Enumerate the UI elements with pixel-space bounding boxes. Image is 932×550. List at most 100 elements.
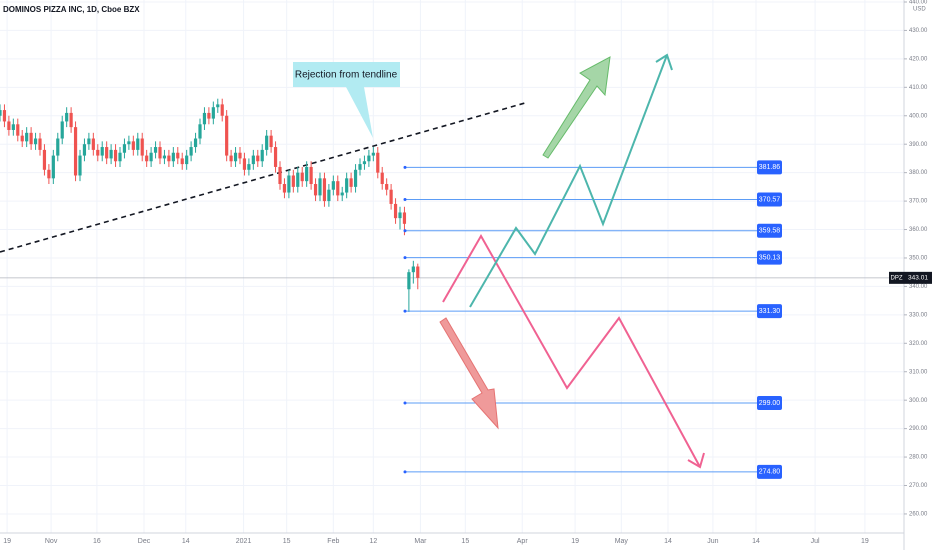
candle-body [367, 155, 371, 162]
candle-body [287, 175, 291, 193]
level-label-box [757, 304, 782, 319]
x-tick-label: 15 [283, 538, 291, 545]
x-tick-label: 19 [571, 538, 579, 545]
candle-body [380, 172, 384, 185]
candle-body [291, 175, 295, 187]
level-anchor [403, 309, 407, 313]
candle-body [318, 178, 322, 196]
y-tick-label: 330.00 [909, 312, 928, 318]
candle-body [336, 181, 340, 196]
candle-body [127, 141, 131, 145]
x-tick-label: Jun [707, 538, 718, 545]
bear-arrow [439, 317, 499, 430]
candle-body [69, 112, 73, 128]
candle-body [60, 121, 64, 139]
levels: 381.86 370.57 359.58 350.13 331.30 299.00 274.… [403, 160, 782, 479]
x-tick-label: 19 [3, 538, 11, 545]
x-tick-label: 14 [752, 538, 760, 545]
candle-body [376, 152, 380, 173]
last-price-box [904, 271, 932, 284]
candle-body [158, 147, 162, 159]
x-tick-label: Jul [811, 538, 820, 545]
candle-body [233, 152, 238, 162]
candle-body [256, 155, 260, 162]
candle-body [0, 110, 2, 116]
candle-body [220, 104, 224, 116]
y-tick-label: 400.00 [909, 113, 928, 119]
candle-body [180, 158, 184, 165]
candle-body [247, 164, 251, 170]
y-tick-label: 350.00 [909, 256, 928, 262]
x-tick-label: Apr [517, 538, 529, 545]
y-tick-label: 430.00 [909, 28, 928, 34]
candle-body [305, 166, 309, 182]
candle-body [105, 147, 109, 159]
candle-body [278, 166, 282, 185]
candle-body [100, 147, 104, 156]
level-label-box [757, 464, 782, 479]
candle-body [145, 155, 149, 162]
symbol-tag-box [889, 271, 904, 284]
candle-body [153, 147, 158, 153]
candle-body [327, 189, 331, 202]
level-label: 299.00 [759, 400, 781, 407]
x-tick-label: Mar [414, 538, 427, 545]
grid [0, 0, 904, 533]
chart-title: DOMINOS PIZZA INC, 1D, Cboe BZX [3, 5, 140, 14]
candle-body [29, 132, 33, 145]
last-price-label: 343.01 [908, 275, 928, 282]
candle-body [65, 112, 69, 122]
candle-body [176, 152, 180, 159]
level-anchor [403, 401, 407, 405]
candle-body [358, 164, 362, 170]
candle-body [131, 141, 135, 150]
level-label-box [757, 160, 782, 175]
candle-body [265, 135, 269, 150]
trendline [0, 102, 526, 253]
y-tick-label: 290.00 [909, 426, 928, 432]
candle-body [20, 135, 24, 142]
candle-body [118, 152, 122, 162]
candle-body [393, 203, 398, 219]
candle-body [202, 112, 207, 125]
y-tick-label: 260.00 [909, 512, 928, 518]
y-tick-label: 300.00 [909, 398, 928, 404]
candle-body [82, 144, 87, 156]
x-tick-label: Nov [45, 538, 58, 545]
candle-body [362, 161, 367, 165]
candle-body [389, 189, 393, 204]
y-tick-label: 420.00 [909, 56, 928, 62]
candle-body [38, 138, 42, 150]
candle-body [211, 107, 215, 119]
candle-body [313, 184, 318, 196]
candle-body [416, 266, 420, 278]
candle-body [25, 132, 29, 142]
candle-body [42, 149, 47, 170]
y-tick-label: 390.00 [909, 142, 928, 148]
y-tick-label: 360.00 [909, 227, 928, 233]
x-tick-label: 14 [182, 538, 190, 545]
candle-body [198, 124, 202, 139]
x-tick-label: Dec [138, 538, 151, 545]
candle-body [193, 138, 198, 148]
level-label-box [757, 192, 782, 207]
annotation: Rejection from tendline [295, 70, 398, 81]
candle-body [229, 155, 233, 162]
candle-body [47, 169, 51, 179]
candle-body [73, 127, 78, 176]
candle-body [2, 110, 7, 122]
level-anchor [403, 165, 407, 169]
candle-body [371, 152, 375, 156]
bear-path [442, 233, 701, 468]
level-anchor [403, 470, 407, 474]
currency: USD [913, 7, 926, 13]
level-label-box [757, 223, 782, 238]
candle-body [225, 115, 229, 156]
candles [0, 98, 420, 313]
axes: 260.00 270.00 280.00 290.00 300.00 310.00 320.… [3, 0, 932, 545]
bear-arrowhead [687, 452, 705, 469]
candle-body [78, 155, 82, 176]
candle-body [296, 172, 300, 187]
